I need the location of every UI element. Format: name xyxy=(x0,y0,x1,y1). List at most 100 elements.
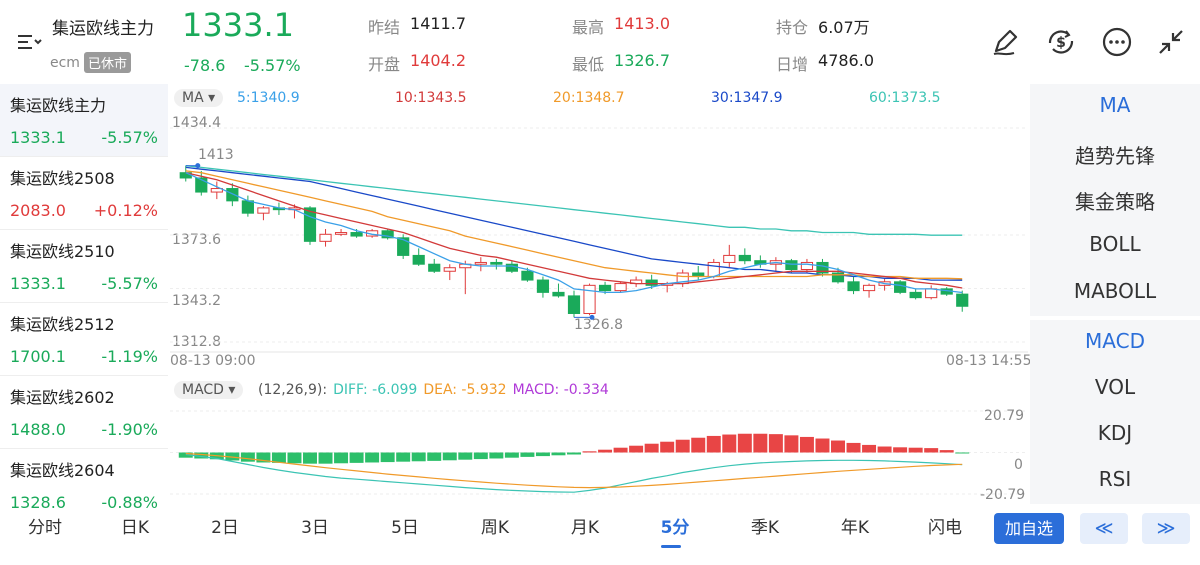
candle-body xyxy=(490,261,503,265)
candle-body xyxy=(925,288,938,299)
currency-exchange-icon[interactable]: $ xyxy=(1044,25,1078,59)
candle-body xyxy=(412,254,425,265)
ma20-line xyxy=(185,170,963,280)
ma-selector[interactable]: MA ▾ xyxy=(174,89,224,107)
macd-axis-min: -20.79 xyxy=(980,487,1026,503)
contract-item-pct: -0.88% xyxy=(101,493,158,512)
add-watchlist-button[interactable]: 加自选 xyxy=(994,513,1064,544)
edit-pen-icon[interactable] xyxy=(988,25,1022,59)
ma5-value: 5:1340.9 xyxy=(237,90,300,106)
time-axis-end: 08-13 14:55 xyxy=(946,353,1032,369)
tab-daily[interactable]: 日K xyxy=(120,518,150,538)
next-button[interactable]: ≫ xyxy=(1142,513,1190,544)
contract-item-name: 集运欧线2508 xyxy=(10,169,115,188)
macd-bar xyxy=(582,451,597,453)
tab-monthly[interactable]: 月K xyxy=(570,518,600,538)
macd-bar xyxy=(567,452,581,455)
macd-bar xyxy=(318,452,333,464)
macd-bar xyxy=(862,444,877,453)
prev-button[interactable]: ≪ xyxy=(1080,513,1128,544)
contract-item[interactable]: 集运欧线2510 1333.1 -5.57% xyxy=(0,230,168,303)
tab-3day[interactable]: 3日 xyxy=(301,518,329,538)
price-axis-mid1: 1373.6 xyxy=(172,232,221,248)
ma30-value: 30:1347.9 xyxy=(711,90,783,106)
contract-item-name: 集运欧线2604 xyxy=(10,461,115,480)
tab-flash[interactable]: 闪电 xyxy=(928,518,962,538)
macd-bar xyxy=(644,443,659,453)
candle-body xyxy=(956,293,969,307)
candle-body xyxy=(257,207,270,214)
contract-item-pct: +0.12% xyxy=(93,201,158,220)
macd-bar xyxy=(598,449,613,453)
contract-item-pct: -5.57% xyxy=(101,128,158,147)
contract-item[interactable]: 集运欧线2508 2083.0 +0.12% xyxy=(0,157,168,230)
macd-bar xyxy=(799,436,814,453)
indicator-vol[interactable]: VOL xyxy=(1094,375,1136,399)
tab-yearly[interactable]: 年K xyxy=(840,518,870,538)
tab-quarterly[interactable]: 季K xyxy=(750,518,780,538)
macd-bar xyxy=(955,452,970,454)
ma30-line xyxy=(185,166,963,281)
tab-5min[interactable]: 5分 xyxy=(630,506,720,550)
open-interest-value: 6.07万 xyxy=(818,18,870,37)
contract-item[interactable]: 集运欧线2604 1328.6 -0.88% xyxy=(0,449,168,522)
tab-2day[interactable]: 2日 xyxy=(211,518,239,538)
indicator-kdj[interactable]: KDJ xyxy=(1097,421,1133,445)
contract-item-price: 1488.0 xyxy=(10,420,66,439)
macd-bar xyxy=(240,452,255,462)
candle-body xyxy=(552,291,565,297)
indicator-rsi[interactable]: RSI xyxy=(1098,467,1132,491)
indicator-macd[interactable]: MACD xyxy=(1085,329,1145,353)
open: 开盘 1404.2 xyxy=(368,51,466,75)
high-annotation: 1413 xyxy=(198,147,234,163)
exchange-code: ecm xyxy=(50,54,80,71)
macd-bar xyxy=(194,452,209,459)
contract-item-price: 1700.1 xyxy=(10,347,66,366)
macd-bar xyxy=(535,452,550,457)
ma10-value: 10:1343.5 xyxy=(395,90,467,106)
macd-bar xyxy=(846,442,861,453)
tab-5day[interactable]: 5日 xyxy=(391,518,419,538)
contract-item[interactable]: 集运欧线2512 1700.1 -1.19% xyxy=(0,303,168,376)
macd-bar xyxy=(784,435,799,453)
macd-bar xyxy=(256,452,271,463)
candle-body xyxy=(226,188,239,202)
macd-diff: DIFF: -6.099 xyxy=(333,382,418,398)
high-value: 1413.0 xyxy=(614,14,670,33)
contract-item[interactable]: 集运欧线2602 1488.0 -1.90% xyxy=(0,376,168,449)
macd-selector[interactable]: MACD ▾ xyxy=(174,381,244,399)
indicator-boll[interactable]: BOLL xyxy=(1089,232,1141,256)
candle-body xyxy=(505,263,518,272)
macd-bar xyxy=(551,452,566,456)
indicator-maboll[interactable]: MABOLL xyxy=(1073,279,1157,303)
candle-body xyxy=(474,261,487,265)
price-axis-mid2: 1343.2 xyxy=(172,293,221,309)
macd-bar xyxy=(303,452,317,464)
contract-item-name: 集运欧线2512 xyxy=(10,315,115,334)
oi-change: 日增 4786.0 xyxy=(776,51,874,75)
candle-body xyxy=(738,254,751,262)
candle-body xyxy=(800,261,814,270)
time-axis-start: 08-13 09:00 xyxy=(170,353,256,369)
prev-close-value: 1411.7 xyxy=(410,14,466,33)
candle-body xyxy=(381,230,394,239)
tab-weekly[interactable]: 周K xyxy=(480,518,510,538)
exchange-status: ecm 已休市 xyxy=(50,52,131,73)
indicator-ma[interactable]: MA xyxy=(1099,93,1131,117)
macd-bar xyxy=(365,452,380,463)
period-tabs: 分时 日K 2日 3日 5日 周K 月K 5分 季K 年K 闪电 xyxy=(0,506,990,550)
candle-body xyxy=(862,284,876,292)
more-icon[interactable] xyxy=(1100,25,1134,59)
low-label: 最低 xyxy=(572,55,605,74)
contract-item[interactable]: 集运欧线主力 1333.1 -5.57% xyxy=(0,84,168,157)
indicator-trend-pioneer[interactable]: 趋势先锋 xyxy=(1075,144,1155,168)
high: 最高 1413.0 xyxy=(572,14,670,38)
macd-bar xyxy=(458,452,473,460)
tab-timeshare[interactable]: 分时 xyxy=(28,518,62,538)
candlestick-chart[interactable] xyxy=(170,84,1030,504)
collapse-icon[interactable] xyxy=(1154,25,1188,59)
high-marker-dot xyxy=(195,163,201,169)
macd-bar xyxy=(675,439,690,453)
sort-filter-icon[interactable] xyxy=(14,30,42,54)
indicator-jijin-strategy[interactable]: 集金策略 xyxy=(1075,190,1155,214)
